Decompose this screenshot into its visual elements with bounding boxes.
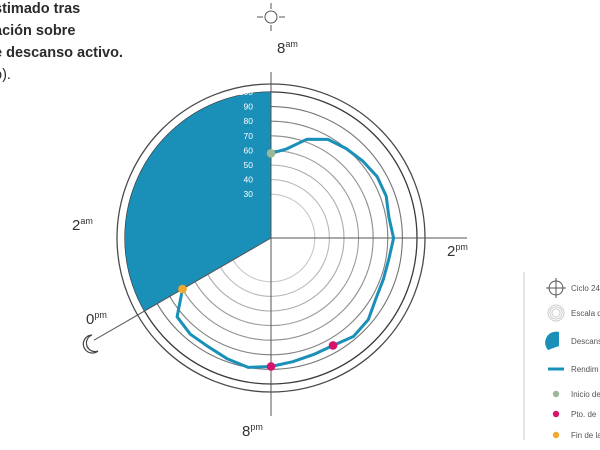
sun-disc <box>264 10 278 24</box>
legend-item-4: Inicio de <box>552 390 600 399</box>
peak-dot-icon <box>552 410 560 418</box>
hour-label-1: 2pm <box>447 242 468 260</box>
performance-line <box>175 137 396 369</box>
moon-shape <box>82 334 99 354</box>
legend-item-5: Pto. de <box>552 410 597 419</box>
legend: Ciclo 24 Escala d Descans Rendim Inicio de Pt… <box>523 272 600 440</box>
legend-label-4: Inicio de <box>571 390 600 399</box>
tick-label-30: 30 <box>244 189 254 199</box>
legend-label-5: Pto. de <box>571 410 597 419</box>
legend-item-1: Escala d <box>547 304 600 322</box>
legend-label-3: Rendim <box>571 365 599 374</box>
hour-labels: 8am 2pm 8pm 0pm 2am <box>72 39 468 440</box>
marker-pico-1 <box>328 341 338 350</box>
tick-label-50: 50 <box>244 160 254 170</box>
markers <box>178 149 338 371</box>
rest-sector <box>125 92 271 311</box>
chart-subtitle: o). <box>0 67 11 83</box>
hour-label-4: 2am <box>72 216 93 234</box>
marker-fin-3 <box>178 284 187 294</box>
title-line-3: e descanso activo. <box>0 45 123 61</box>
hour-label-2: 8pm <box>242 422 263 440</box>
marker-inicio-0 <box>266 149 276 158</box>
legend-item-6: Fin de la <box>552 431 600 440</box>
legend-label-6: Fin de la <box>571 431 600 440</box>
chart-title: stimado tras ación sobre e descanso acti… <box>0 0 194 86</box>
scale-icon-1 <box>549 306 563 320</box>
rest-sector-icon <box>545 331 559 350</box>
radial-tick-labels: 30 40 50 60 70 80 90 100 <box>239 87 253 199</box>
legend-label-2: Descans <box>571 337 600 346</box>
hour-label-3: 0pm <box>86 310 107 328</box>
tick-label-100: 100 <box>239 87 253 97</box>
end-dot-icon <box>552 431 560 439</box>
legend-item-3: Rendim <box>548 365 599 374</box>
legend-item-0: Ciclo 24 <box>546 278 600 298</box>
legend-item-2: Descans <box>545 331 600 350</box>
tick-label-80: 80 <box>244 116 254 126</box>
legend-label-1: Escala d <box>571 309 600 318</box>
legend-label-0: Ciclo 24 <box>571 284 600 293</box>
sun-icon <box>257 3 285 31</box>
title-line-1: stimado tras <box>0 1 81 17</box>
scale-icon-0 <box>547 304 565 322</box>
scale-icon-2 <box>551 308 561 318</box>
tick-label-40: 40 <box>244 175 254 185</box>
start-dot-icon <box>552 390 560 398</box>
tick-label-70: 70 <box>244 131 254 141</box>
title-line-2: ación sobre <box>0 23 76 39</box>
marker-pico-2 <box>266 362 276 371</box>
hour-label-0: 8am <box>277 39 298 57</box>
moon-icon <box>82 334 99 354</box>
tick-label-60: 60 <box>244 145 254 155</box>
tick-label-90: 90 <box>244 102 254 112</box>
